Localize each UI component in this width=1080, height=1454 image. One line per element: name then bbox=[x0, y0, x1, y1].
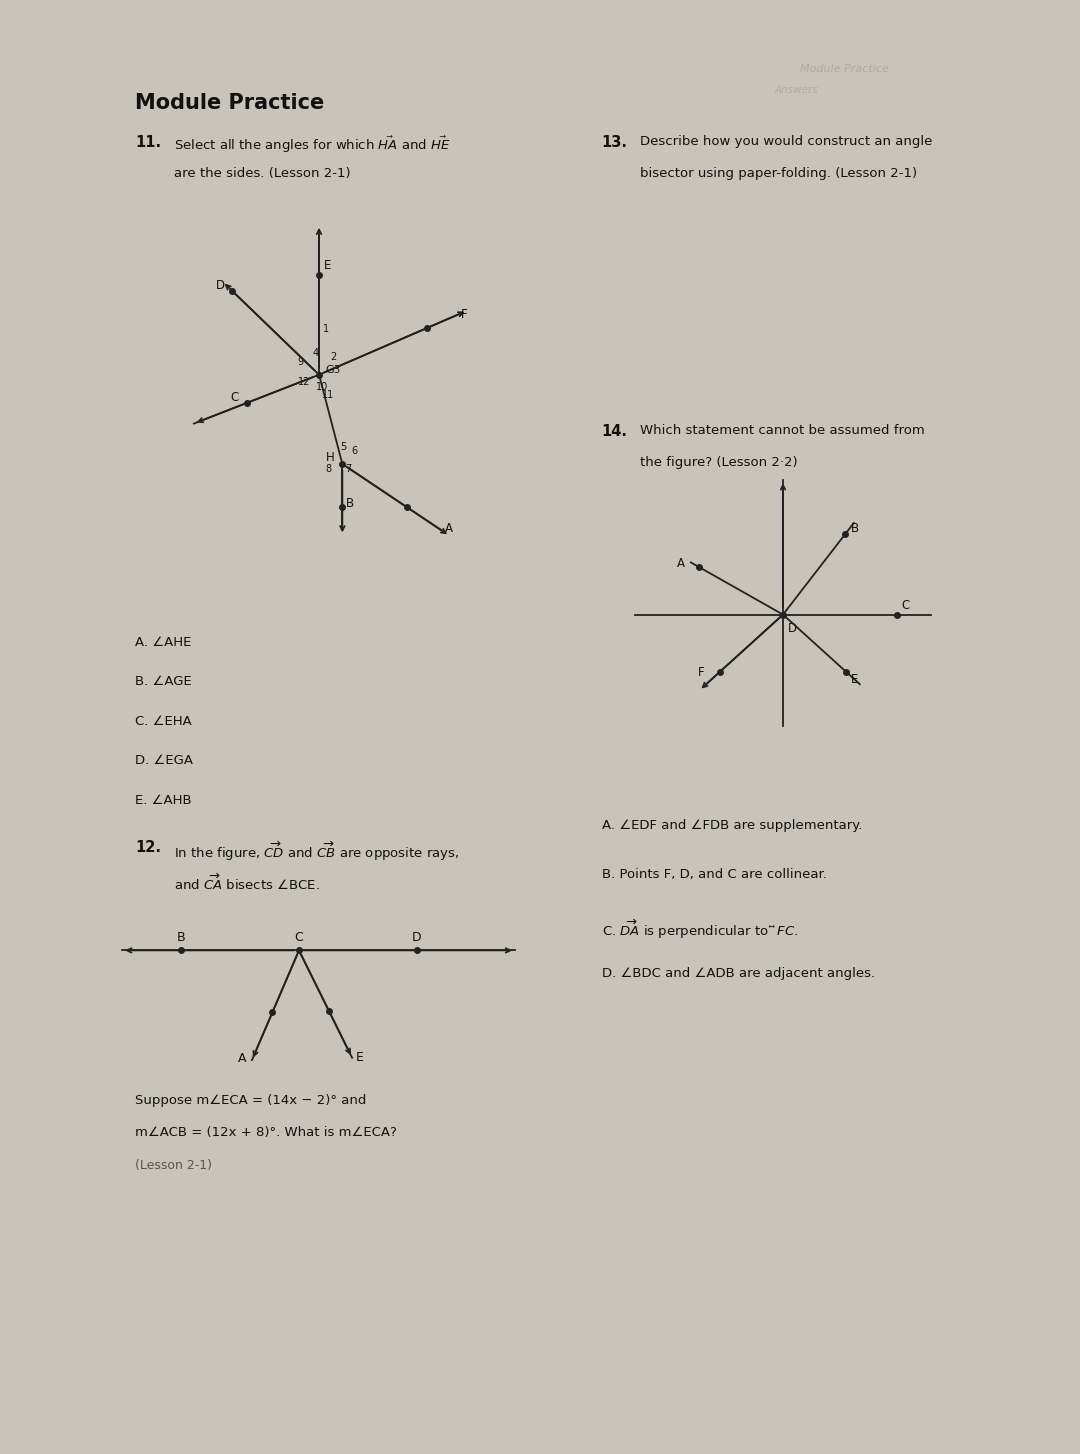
Text: are the sides. (Lesson 2-1): are the sides. (Lesson 2-1) bbox=[174, 167, 351, 180]
Text: 12: 12 bbox=[298, 377, 311, 387]
Text: 4: 4 bbox=[313, 348, 320, 358]
Text: C. ∠EHA: C. ∠EHA bbox=[135, 714, 192, 727]
Text: In the figure, $\overrightarrow{CD}$ and $\overrightarrow{CB}$ are opposite rays: In the figure, $\overrightarrow{CD}$ and… bbox=[174, 840, 459, 864]
Text: C. $\overrightarrow{DA}$ is perpendicular to $\overleftrightarrow{FC}$.: C. $\overrightarrow{DA}$ is perpendicula… bbox=[602, 917, 798, 941]
Text: 3: 3 bbox=[333, 365, 339, 375]
Text: and $\overrightarrow{CA}$ bisects ∠BCE.: and $\overrightarrow{CA}$ bisects ∠BCE. bbox=[174, 872, 320, 893]
Text: 6: 6 bbox=[352, 446, 357, 457]
Text: Describe how you would construct an angle: Describe how you would construct an angl… bbox=[640, 135, 933, 148]
Text: 11: 11 bbox=[322, 390, 334, 400]
Text: A. ∠EDF and ∠FDB are supplementary.: A. ∠EDF and ∠FDB are supplementary. bbox=[602, 819, 862, 832]
Text: D: D bbox=[411, 931, 421, 944]
Text: Module Practice: Module Practice bbox=[800, 64, 889, 74]
Text: A: A bbox=[239, 1053, 246, 1064]
Text: B. ∠AGE: B. ∠AGE bbox=[135, 675, 192, 688]
Text: 5: 5 bbox=[340, 442, 346, 452]
Text: D: D bbox=[788, 622, 797, 635]
Text: bisector using paper-folding. (Lesson 2-1): bisector using paper-folding. (Lesson 2-… bbox=[640, 167, 918, 180]
Text: D. ∠EGA: D. ∠EGA bbox=[135, 755, 193, 768]
Text: 2: 2 bbox=[330, 352, 337, 362]
Text: C: C bbox=[902, 599, 909, 612]
Text: F: F bbox=[461, 308, 468, 321]
Text: B: B bbox=[851, 522, 860, 535]
Text: 1: 1 bbox=[323, 324, 329, 334]
Text: C: C bbox=[295, 931, 303, 944]
Text: E: E bbox=[324, 259, 332, 272]
Text: 9: 9 bbox=[297, 356, 303, 366]
Text: D: D bbox=[216, 279, 225, 292]
Text: E: E bbox=[356, 1051, 364, 1064]
Text: C: C bbox=[230, 391, 239, 404]
Text: the figure? (Lesson 2·2): the figure? (Lesson 2·2) bbox=[640, 457, 798, 470]
Text: 7: 7 bbox=[345, 464, 351, 474]
Text: 11.: 11. bbox=[135, 135, 161, 150]
Text: B. Points F, D, and C are collinear.: B. Points F, D, and C are collinear. bbox=[602, 868, 826, 881]
Text: 10: 10 bbox=[315, 382, 328, 391]
Text: A: A bbox=[445, 522, 453, 535]
Text: B: B bbox=[177, 931, 186, 944]
Text: E. ∠AHB: E. ∠AHB bbox=[135, 794, 191, 807]
Text: D. ∠BDC and ∠ADB are adjacent angles.: D. ∠BDC and ∠ADB are adjacent angles. bbox=[602, 967, 875, 980]
Text: Select all the angles for which $\vec{HA}$ and $\vec{HE}$: Select all the angles for which $\vec{HA… bbox=[174, 135, 450, 156]
Text: Answers: Answers bbox=[774, 86, 818, 96]
Text: Module Practice: Module Practice bbox=[135, 93, 324, 112]
Text: 13.: 13. bbox=[602, 135, 627, 150]
Text: Which statement cannot be assumed from: Which statement cannot be assumed from bbox=[640, 425, 926, 438]
Text: 14.: 14. bbox=[602, 425, 627, 439]
Text: (Lesson 2-1): (Lesson 2-1) bbox=[135, 1159, 212, 1172]
Text: G: G bbox=[325, 365, 334, 375]
Text: A: A bbox=[677, 557, 685, 570]
Text: 8: 8 bbox=[325, 464, 332, 474]
Text: F: F bbox=[698, 666, 704, 679]
Text: Suppose m∠ECA = (14x − 2)° and: Suppose m∠ECA = (14x − 2)° and bbox=[135, 1093, 366, 1106]
Text: B: B bbox=[347, 497, 354, 510]
Text: m∠ACB = (12x + 8)°. What is m∠ECA?: m∠ACB = (12x + 8)°. What is m∠ECA? bbox=[135, 1127, 396, 1140]
Text: H: H bbox=[326, 451, 335, 464]
Text: A. ∠AHE: A. ∠AHE bbox=[135, 635, 191, 648]
Text: E: E bbox=[851, 673, 859, 686]
Text: 12.: 12. bbox=[135, 840, 161, 855]
